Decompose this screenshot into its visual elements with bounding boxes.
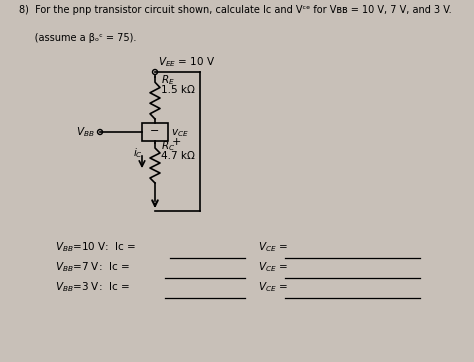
Bar [142,123,168,141]
Text: $V_{BB}$=10 V:  Ic =: $V_{BB}$=10 V: Ic = [55,240,137,254]
Text: $R_E$: $R_E$ [161,73,175,87]
Text: $V_{BB}$=3 V:  Ic =: $V_{BB}$=3 V: Ic = [55,280,130,294]
Text: $-$: $-$ [149,124,159,134]
Text: $V_{CE}$ =: $V_{CE}$ = [258,280,288,294]
Text: 1.5 kΩ: 1.5 kΩ [161,85,195,95]
Text: $V_{BB}$=7 V:  Ic =: $V_{BB}$=7 V: Ic = [55,260,130,274]
Text: $V_{CE}$ =: $V_{CE}$ = [258,260,288,274]
Text: $i_C$: $i_C$ [133,146,143,160]
Text: $R_C$: $R_C$ [161,139,175,153]
Text: 8)  For the pnp transistor circuit shown, calculate Ic and Vᶜᵉ for Vʙʙ = 10 V, 7: 8) For the pnp transistor circuit shown,… [19,5,452,16]
Text: $V_{CE}$ =: $V_{CE}$ = [258,240,288,254]
Text: 4.7 kΩ: 4.7 kΩ [161,151,195,161]
Text: $V_{BB}$: $V_{BB}$ [76,125,95,139]
Text: $V_{EE}$ = 10 V: $V_{EE}$ = 10 V [158,55,215,69]
Text: (assume a βₒᶜ = 75).: (assume a βₒᶜ = 75). [19,33,137,43]
Text: $+$: $+$ [171,136,181,147]
Text: $v_{CE}$: $v_{CE}$ [171,127,189,139]
